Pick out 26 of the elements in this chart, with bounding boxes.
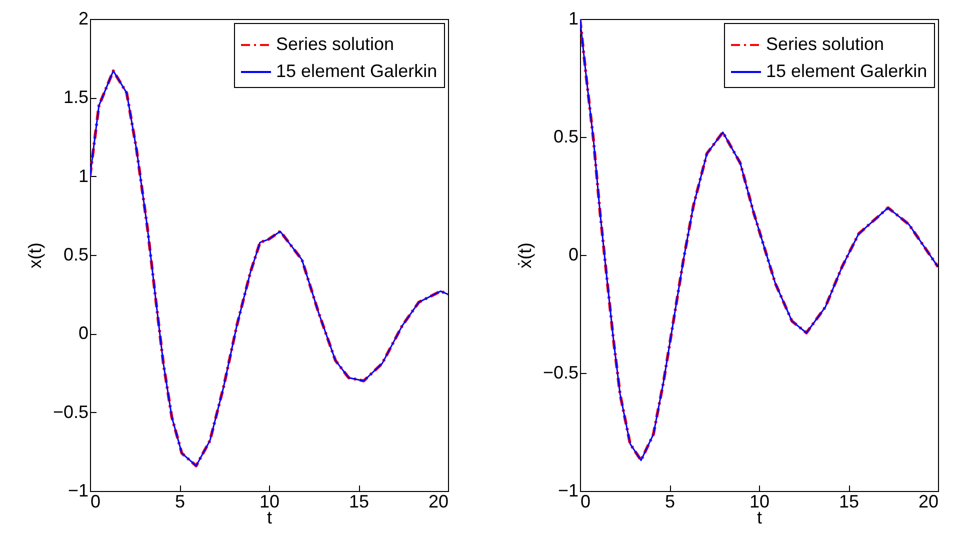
- legend-label: Series solution: [276, 34, 394, 54]
- x-tick-label: 0: [90, 492, 101, 512]
- y-tick-label: 0: [568, 244, 578, 264]
- y-tick-label: 0.5: [63, 244, 88, 264]
- x-tick-label: 5: [664, 492, 676, 512]
- y-tick-label: −0.5: [542, 362, 578, 382]
- y-tick-label: 2: [78, 8, 88, 28]
- x-tick-label: 15: [838, 492, 860, 512]
- y-axis-title: x(t): [24, 242, 45, 268]
- y-tick-label: −1: [558, 480, 578, 500]
- x-tick-label: 0: [580, 492, 591, 512]
- legend-label: 15 element Galerkin: [276, 61, 438, 81]
- legend-label: 15 element Galerkin: [766, 61, 928, 81]
- y-axis-title: ẋ(t): [514, 242, 535, 268]
- y-tick-label: 0.5: [553, 126, 578, 146]
- x-tick-label: 5: [174, 492, 186, 512]
- y-tick-label: 1.5: [63, 87, 88, 108]
- x-tick-label: 20: [918, 492, 938, 512]
- y-tick-label: 1: [568, 8, 578, 28]
- x-tick-label: 20: [428, 492, 448, 512]
- x-tick-label: 15: [348, 492, 370, 512]
- y-tick-label: 1: [78, 166, 88, 186]
- y-tick-label: 0: [78, 323, 88, 344]
- y-tick-label: −0.5: [52, 402, 88, 422]
- legend-label: Series solution: [766, 34, 884, 54]
- y-tick-label: −1: [68, 480, 88, 500]
